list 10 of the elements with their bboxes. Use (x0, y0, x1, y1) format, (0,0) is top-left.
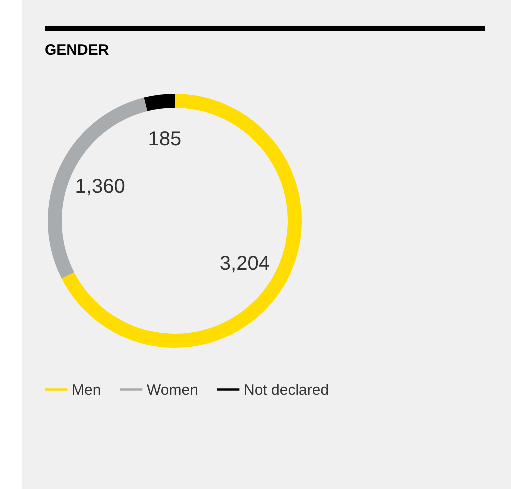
data-label: 1,360 (75, 176, 126, 198)
donut-slice (144, 94, 175, 112)
legend-label: Men (72, 382, 102, 399)
data-label: 3,204 (220, 252, 270, 275)
legend-label: Not declared (244, 382, 330, 399)
data-label: 185 (148, 128, 182, 151)
chart-title: GENDER (45, 42, 110, 59)
donut-slice (62, 94, 302, 348)
donut-slice (48, 98, 148, 279)
legend-label: Women (147, 382, 198, 399)
